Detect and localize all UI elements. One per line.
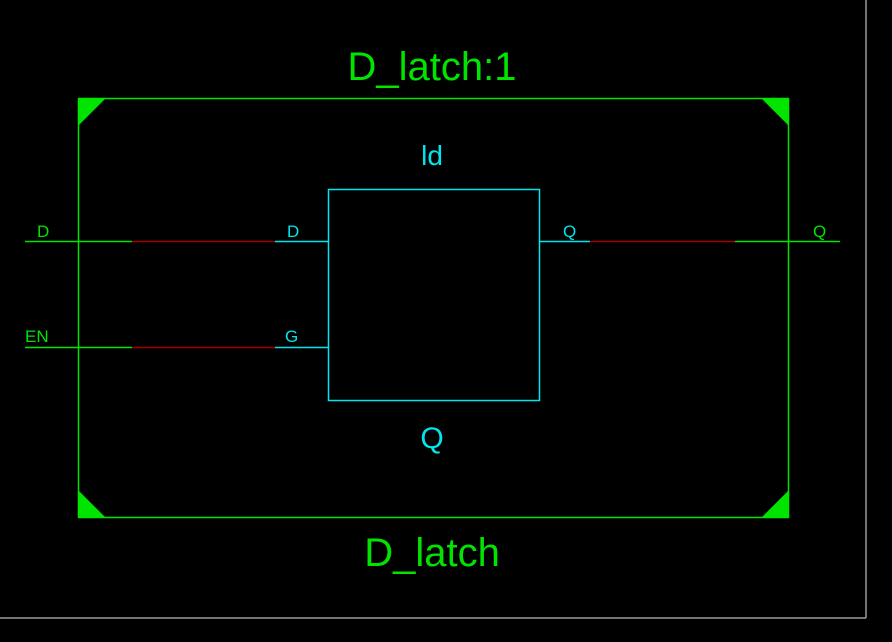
pin-g-label: G — [285, 327, 298, 346]
pin-q-label: Q — [563, 222, 576, 241]
cell-instance-label: ld — [421, 140, 443, 171]
module-corner-top-right — [761, 98, 789, 126]
module-border — [77, 97, 790, 519]
module-block[interactable] — [77, 97, 790, 519]
port-en-label: EN — [25, 327, 49, 346]
module-corner-top-left — [78, 98, 106, 126]
pin-d-label: D — [287, 222, 299, 241]
module-name-label: D_latch — [364, 531, 500, 575]
module-instance-label: D_latch:1 — [348, 45, 517, 89]
cell-type-label: Q — [420, 422, 443, 455]
module-corner-bottom-right — [761, 490, 789, 518]
cell-block[interactable] — [327, 188, 541, 402]
port-q-label: Q — [813, 222, 826, 241]
viewport-frame — [0, 0, 867, 619]
module-corner-bottom-left — [78, 490, 106, 518]
port-d-label: D — [37, 222, 49, 241]
